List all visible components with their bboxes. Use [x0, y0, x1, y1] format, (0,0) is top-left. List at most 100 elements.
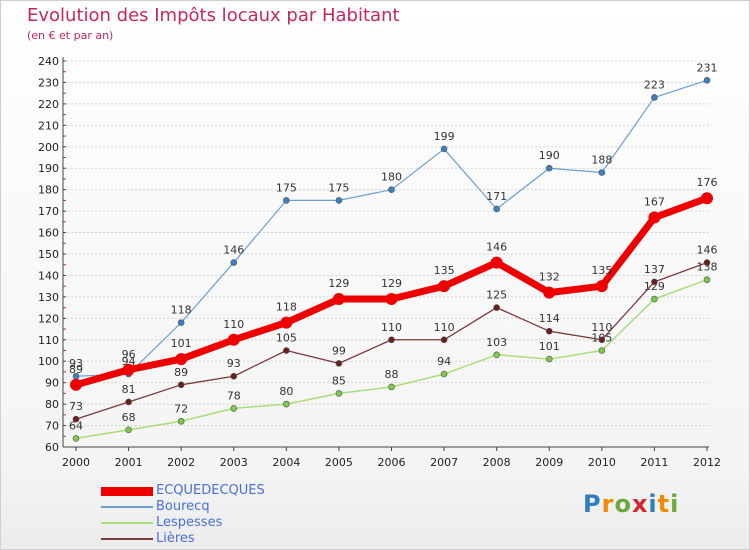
data-label: 223	[644, 78, 665, 91]
data-label: 78	[227, 389, 241, 402]
data-label: 188	[591, 154, 612, 167]
legend-swatch	[101, 538, 153, 540]
data-label: 146	[486, 241, 507, 254]
data-label: 129	[328, 277, 349, 290]
data-label: 81	[122, 383, 136, 396]
data-point	[701, 192, 713, 205]
y-tick-label: 210	[38, 119, 59, 132]
legend-label: Bourecq	[156, 499, 210, 514]
data-label: 129	[381, 277, 402, 290]
data-point	[335, 360, 343, 367]
data-point	[440, 370, 448, 378]
data-label: 146	[223, 244, 244, 257]
legend-label: Lières	[156, 531, 195, 546]
data-label: 110	[434, 321, 455, 334]
legend-swatch	[101, 486, 153, 496]
data-point	[703, 276, 711, 284]
x-tick-label: 2000	[62, 456, 90, 469]
data-label: 93	[227, 357, 241, 370]
data-point	[125, 398, 132, 406]
x-tick-label: 2006	[378, 456, 406, 469]
data-point	[122, 363, 135, 376]
x-tick-label: 2003	[220, 456, 248, 469]
data-label: 175	[328, 181, 349, 194]
x-tick-label: 2001	[115, 456, 143, 469]
data-label: 180	[381, 171, 402, 184]
data-point	[177, 417, 185, 425]
data-label: 137	[644, 263, 665, 276]
legend-swatch	[101, 522, 153, 524]
data-point	[332, 293, 345, 306]
x-tick-label: 2008	[483, 456, 511, 469]
y-tick-label: 200	[38, 141, 59, 154]
y-tick-label: 190	[38, 162, 59, 175]
data-point	[598, 169, 606, 176]
data-label: 64	[69, 419, 83, 432]
data-label: 190	[539, 149, 560, 162]
data-label: 94	[122, 355, 136, 368]
x-tick-label: 2012	[693, 456, 721, 469]
data-label: 114	[539, 312, 560, 325]
data-label: 231	[697, 61, 718, 74]
data-label: 89	[69, 363, 83, 376]
data-point	[177, 319, 185, 326]
data-label: 199	[434, 130, 455, 143]
data-point	[648, 211, 661, 224]
data-point	[388, 336, 395, 344]
series-ecquedecques: 89 96 101 110 118 129 129 135 146 132 135 167 176	[69, 176, 718, 391]
data-label: 80	[279, 385, 293, 398]
y-tick-label: 150	[38, 248, 59, 261]
data-point	[70, 378, 82, 391]
data-label: 129	[644, 280, 665, 293]
data-label: 132	[539, 271, 560, 284]
data-label: 135	[434, 264, 455, 277]
data-label: 99	[332, 344, 346, 357]
data-point	[385, 293, 398, 306]
y-tick-label: 130	[38, 291, 59, 304]
x-tick-label: 2009	[535, 456, 563, 469]
data-point	[388, 186, 395, 193]
data-point	[280, 316, 293, 329]
x-tick-label: 2005	[325, 456, 353, 469]
legend-label: Lespesses	[156, 515, 223, 530]
logo-letter: o	[614, 490, 632, 518]
logo-letter: x	[631, 490, 649, 518]
data-label: 101	[171, 337, 192, 350]
data-point	[230, 372, 238, 380]
y-tick-label: 240	[38, 55, 59, 68]
data-point	[125, 426, 132, 434]
y-tick-label: 170	[38, 205, 59, 218]
data-label: 68	[122, 411, 136, 424]
data-point	[703, 259, 711, 266]
data-point	[335, 390, 343, 397]
data-label: 72	[174, 402, 188, 415]
data-label: 175	[276, 181, 297, 194]
data-point	[543, 286, 556, 299]
data-point	[72, 435, 80, 442]
data-label: 146	[697, 244, 718, 257]
data-point	[493, 205, 500, 213]
data-point	[440, 336, 448, 344]
data-point	[651, 94, 658, 101]
data-label: 105	[276, 332, 297, 345]
data-label: 110	[381, 321, 402, 334]
data-point	[493, 304, 500, 311]
x-tick-label: 2004	[272, 456, 300, 469]
logo-letter: i	[648, 490, 658, 518]
data-point	[227, 333, 240, 346]
data-point	[438, 280, 451, 293]
y-tick-label: 140	[38, 269, 59, 282]
x-tick-label: 2007	[430, 456, 458, 469]
y-tick-label: 80	[45, 398, 59, 411]
y-tick-label: 60	[45, 441, 59, 454]
y-tick-label: 220	[38, 98, 59, 111]
x-tick-label: 2010	[588, 456, 616, 469]
data-point	[493, 351, 500, 359]
x-tick-label: 2011	[640, 456, 668, 469]
data-point	[545, 164, 553, 172]
data-label: 93	[69, 357, 83, 370]
data-point	[595, 280, 608, 293]
data-point	[703, 77, 711, 84]
